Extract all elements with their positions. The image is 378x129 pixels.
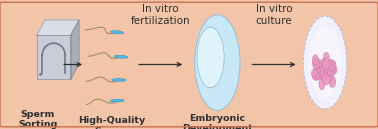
Ellipse shape bbox=[314, 71, 320, 80]
Ellipse shape bbox=[312, 70, 320, 80]
Ellipse shape bbox=[314, 68, 321, 79]
Ellipse shape bbox=[319, 66, 325, 77]
Ellipse shape bbox=[319, 78, 325, 90]
Ellipse shape bbox=[327, 67, 335, 76]
Ellipse shape bbox=[197, 27, 224, 88]
Ellipse shape bbox=[315, 59, 321, 69]
Ellipse shape bbox=[328, 60, 336, 72]
Text: Embryonic
Development: Embryonic Development bbox=[182, 114, 253, 129]
Ellipse shape bbox=[329, 76, 336, 87]
Ellipse shape bbox=[303, 16, 347, 109]
Ellipse shape bbox=[314, 68, 323, 77]
Ellipse shape bbox=[110, 99, 124, 102]
Polygon shape bbox=[71, 20, 79, 79]
Ellipse shape bbox=[317, 67, 324, 77]
Ellipse shape bbox=[195, 15, 240, 110]
Polygon shape bbox=[37, 35, 71, 79]
Ellipse shape bbox=[114, 55, 128, 58]
Ellipse shape bbox=[324, 66, 330, 74]
Ellipse shape bbox=[313, 57, 319, 68]
Polygon shape bbox=[37, 20, 79, 35]
Ellipse shape bbox=[322, 73, 330, 85]
Ellipse shape bbox=[330, 66, 337, 74]
Ellipse shape bbox=[327, 65, 333, 76]
Text: In vitro
culture: In vitro culture bbox=[256, 5, 292, 26]
Ellipse shape bbox=[312, 55, 318, 65]
Text: High-Quality
Sperm: High-Quality Sperm bbox=[78, 116, 145, 129]
Ellipse shape bbox=[326, 72, 333, 81]
Ellipse shape bbox=[112, 79, 126, 81]
Text: In vitro
fertilization: In vitro fertilization bbox=[131, 5, 191, 26]
Ellipse shape bbox=[320, 70, 327, 80]
Ellipse shape bbox=[316, 65, 324, 77]
Ellipse shape bbox=[311, 69, 318, 78]
Ellipse shape bbox=[330, 61, 336, 70]
Ellipse shape bbox=[313, 59, 320, 70]
Ellipse shape bbox=[322, 59, 330, 70]
Text: Sperm
Sorting
Chip: Sperm Sorting Chip bbox=[18, 110, 57, 129]
Ellipse shape bbox=[110, 31, 124, 34]
Ellipse shape bbox=[327, 59, 333, 70]
Ellipse shape bbox=[308, 26, 342, 99]
Ellipse shape bbox=[323, 52, 329, 63]
Ellipse shape bbox=[325, 67, 331, 77]
Ellipse shape bbox=[320, 58, 327, 70]
